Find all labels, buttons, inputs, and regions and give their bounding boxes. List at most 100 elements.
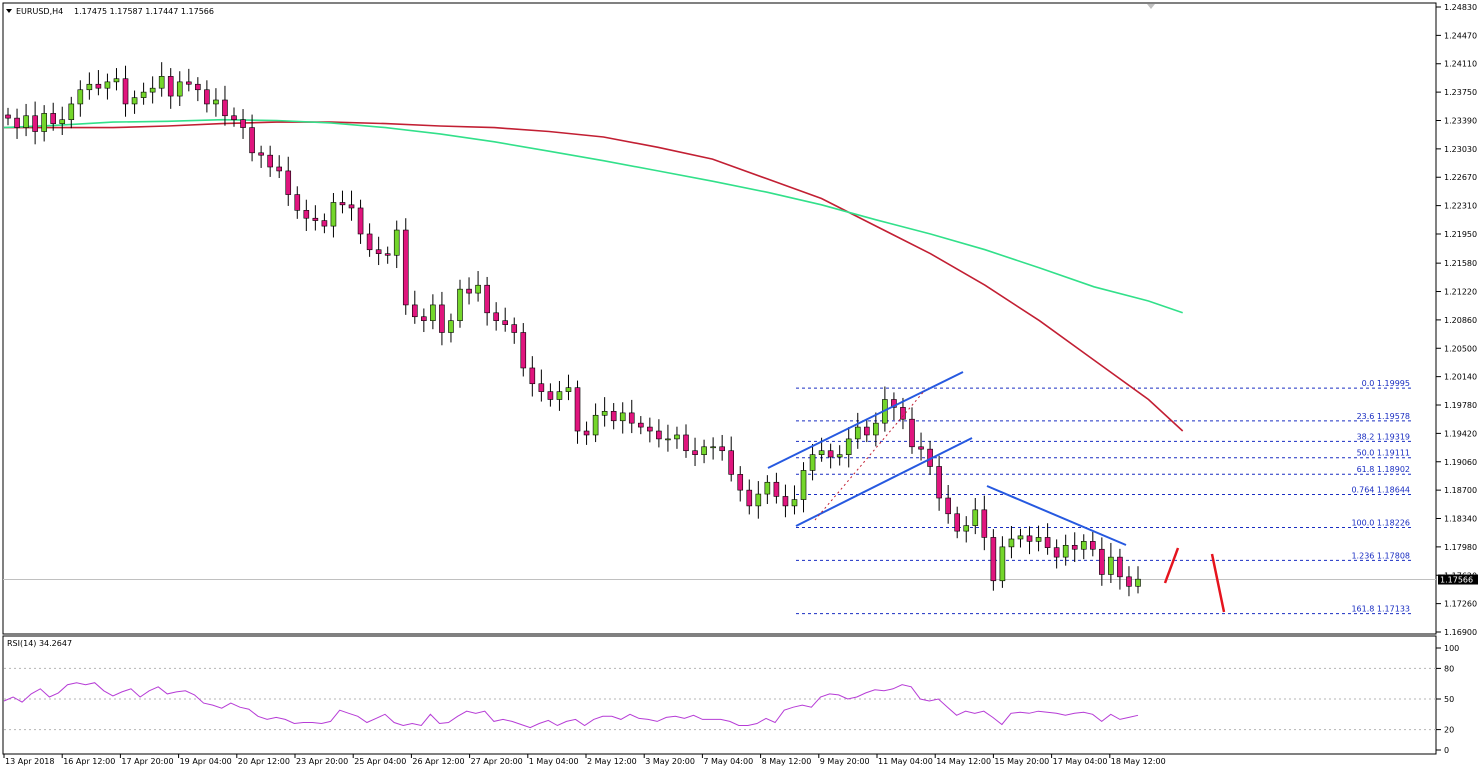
bear-candle	[827, 450, 834, 458]
bull-candle	[710, 446, 716, 449]
bear-candle	[402, 229, 409, 306]
bull-candle	[818, 450, 825, 455]
bear-candle	[773, 481, 780, 497]
bull-candle	[1080, 541, 1087, 550]
fib-level-label: 161.8 1.17133	[1351, 605, 1410, 614]
bear-candle	[683, 434, 689, 452]
fib-anchor-dotted	[814, 389, 926, 521]
bull-candle	[59, 119, 66, 124]
bear-candle	[520, 332, 527, 369]
bear-candle	[466, 288, 472, 294]
bear-candle	[204, 89, 210, 105]
bear-candle	[782, 496, 789, 507]
bear-candle	[891, 399, 897, 408]
bear-candle	[366, 233, 373, 251]
scroll-marker-icon[interactable]	[1147, 4, 1155, 9]
bull-candle	[701, 446, 707, 455]
price-tick-label: 1.22670	[1444, 173, 1477, 182]
rsi-tick-label: 50	[1444, 695, 1454, 704]
bull-candle	[1008, 538, 1015, 548]
bear-candle	[1026, 535, 1033, 542]
bull-candle	[601, 411, 608, 416]
rsi-line	[3, 682, 1139, 729]
bear-candle	[1126, 576, 1132, 587]
bear-candle	[267, 154, 273, 168]
bull-candle	[149, 87, 156, 93]
bull-candle	[592, 414, 599, 436]
symbol-dropdown-icon[interactable]	[6, 9, 12, 13]
price-tick-label: 1.18700	[1444, 486, 1477, 495]
bull-candle	[873, 422, 879, 436]
forecast-arrow-down	[1210, 553, 1226, 613]
bear-candle	[50, 113, 57, 124]
price-tick-label: 1.17980	[1444, 543, 1477, 552]
bull-candle	[176, 81, 183, 97]
bear-candle	[1071, 545, 1078, 550]
time-tick-label: 27 Apr 20:00	[471, 757, 523, 766]
bear-candle	[1044, 537, 1051, 548]
bull-candle	[972, 509, 979, 526]
rsi-axis: 100 80 50 20 0	[1436, 644, 1459, 755]
bear-candle	[502, 320, 509, 325]
bull-candle	[800, 470, 807, 500]
fib-level-label: 50.0 1.19111	[1357, 449, 1410, 458]
bear-candle	[421, 316, 427, 321]
bear-candle	[981, 509, 988, 538]
bull-candle	[999, 546, 1006, 582]
current-price-tag-text: 1.17566	[1440, 576, 1473, 585]
bull-candle	[1017, 535, 1024, 540]
bear-candle	[728, 450, 735, 475]
bear-candle	[574, 387, 581, 432]
bull-candle	[1035, 537, 1042, 542]
bear-candle	[222, 99, 228, 117]
price-tick-label: 1.23030	[1444, 145, 1477, 154]
bear-candle	[357, 207, 364, 235]
moving-average-red	[4, 121, 1184, 432]
price-tick-label: 1.20860	[1444, 316, 1477, 325]
rsi-tick-label: 80	[1444, 664, 1454, 673]
bull-candle	[791, 499, 798, 507]
price-tick-label: 1.19780	[1444, 401, 1477, 410]
fib-level-label: 38.2 1.19319	[1357, 432, 1410, 441]
rsi-tick-label: 100	[1444, 644, 1459, 653]
bull-candle	[674, 434, 680, 440]
price-tick-label: 1.23750	[1444, 88, 1477, 97]
ohlc-readout: 1.17475 1.17587 1.17447 1.17566	[74, 7, 214, 16]
bull-candle	[665, 438, 671, 441]
bear-candle	[909, 418, 915, 448]
bull-candle	[131, 97, 138, 105]
fib-level-label: 100.0 1.18226	[1351, 518, 1410, 527]
fib-level-label: 23.6 1.19578	[1357, 412, 1410, 421]
price-tick-label: 1.19420	[1444, 429, 1477, 438]
fib-level-label: 0.764 1.18644	[1351, 486, 1410, 495]
bear-candle	[656, 430, 662, 440]
time-tick-label: 25 Apr 04:00	[354, 757, 406, 766]
bear-candle	[339, 202, 346, 206]
bear-candle	[945, 497, 951, 515]
current-price-tag	[1438, 574, 1478, 585]
bear-candle	[583, 430, 590, 436]
bear-candle	[529, 367, 536, 385]
bear-candle	[1117, 556, 1123, 578]
bear-candle	[285, 170, 292, 195]
time-tick-label: 14 May 12:00	[936, 757, 991, 766]
bear-candle	[1053, 547, 1060, 558]
price-tick-label: 1.21580	[1444, 259, 1477, 268]
bull-candle	[140, 91, 147, 98]
price-tick-label: 1.20500	[1444, 344, 1477, 353]
price-tick-label: 1.20140	[1444, 373, 1477, 382]
bull-candle	[1135, 578, 1141, 587]
price-tick-label: 1.24110	[1444, 60, 1477, 69]
bull-candle	[854, 426, 861, 440]
bear-candle	[348, 204, 355, 209]
time-tick-label: 17 Apr 20:00	[121, 757, 173, 766]
bear-candle	[647, 426, 653, 432]
bear-candle	[484, 284, 490, 314]
bear-candle	[990, 537, 997, 582]
time-tick-label: 11 May 04:00	[878, 757, 933, 766]
bear-candle	[321, 220, 328, 227]
bull-candle	[113, 78, 120, 83]
price-tick-label: 1.21950	[1444, 230, 1477, 239]
bear-candle	[294, 194, 301, 211]
bear-candle	[258, 152, 264, 156]
